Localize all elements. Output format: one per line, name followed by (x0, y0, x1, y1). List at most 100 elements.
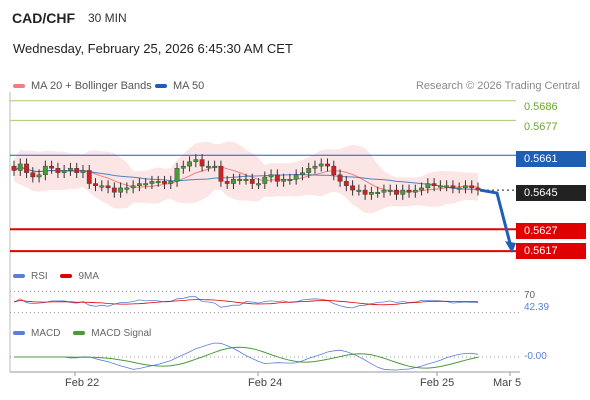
candle-body (400, 189, 406, 195)
candle-body (419, 187, 424, 191)
candle-body (61, 170, 67, 173)
candle-body (469, 185, 475, 189)
macd-legend-label: MACD (31, 328, 61, 339)
candle-body (155, 181, 161, 184)
candle-body (450, 185, 456, 189)
rsi-line (13, 296, 478, 309)
rsi-ma-legend-label: 9MA (78, 271, 100, 282)
candle-body (337, 174, 343, 182)
candle-body (331, 165, 337, 176)
level-label-0: 0.5686 (524, 101, 558, 113)
candle-body (425, 183, 431, 189)
ma50-swatch (155, 84, 167, 89)
rsi-legend-label: RSI (31, 271, 48, 282)
candle-body (218, 165, 224, 182)
candle-body (394, 189, 399, 195)
candle-body (30, 172, 36, 178)
macd-swatch (13, 331, 25, 336)
candle-body (412, 189, 418, 193)
candle-body (237, 178, 243, 181)
candle-body (463, 185, 468, 189)
candle-body (456, 187, 462, 190)
macd-signal-swatch (73, 331, 86, 336)
x-tick-0: Feb 22 (65, 377, 100, 389)
rsi-ma-line (13, 299, 479, 306)
candle-body (11, 165, 17, 171)
level-label-2: 0.5661 (516, 151, 586, 167)
candle-body (168, 181, 174, 184)
candle-body (243, 178, 249, 181)
candle-body (193, 159, 199, 162)
candle-body (387, 189, 393, 192)
rsi-current-value: 42.39 (524, 302, 550, 313)
candle-body (111, 187, 117, 193)
candle-body (105, 185, 111, 189)
candle-body (224, 181, 230, 184)
credit-label: Research © 2026 Trading Central (415, 80, 580, 92)
candle-body (325, 163, 330, 167)
candle-body (93, 183, 98, 186)
candle-body (475, 187, 481, 191)
candle-body (36, 174, 42, 178)
candle-body (287, 178, 293, 181)
level-label-4: 0.5627 (516, 223, 586, 239)
interval-label: 30 MIN (88, 11, 127, 25)
candle-body (137, 183, 142, 186)
rsi-swatch (13, 274, 25, 279)
candle-body (281, 178, 287, 182)
candle-body (356, 189, 362, 192)
legend-ma20-label: MA 20 + Bollinger Bands (31, 80, 152, 92)
rsi-level-70: 70 (524, 290, 536, 301)
candle-body (212, 165, 218, 168)
candle-body (130, 185, 136, 189)
candle-body (300, 172, 305, 176)
ma20-swatch (13, 84, 25, 89)
candle-body (187, 161, 192, 167)
forecast-arrow-line (479, 188, 513, 248)
level-label-3: 0.5645 (516, 185, 586, 201)
legend-ma50: MA 50 (155, 80, 204, 92)
level-label-5: 0.5617 (516, 243, 586, 259)
candle-body (86, 170, 92, 184)
macd-signal-line (14, 346, 479, 369)
candle-body (162, 181, 167, 184)
candle-body (312, 165, 318, 169)
candle-body (24, 163, 29, 173)
candle-body (437, 185, 443, 188)
candle-body (350, 185, 355, 191)
candle-body (362, 189, 368, 195)
datetime-label: Wednesday, February 25, 2026 6:45:30 AM … (13, 41, 293, 56)
candle-body (306, 168, 312, 173)
rsi-legend: RSI 9MA (13, 271, 99, 282)
candle-body (180, 165, 186, 169)
candle-body (231, 178, 236, 184)
rsi-ma-swatch (60, 274, 73, 279)
candle-body (74, 168, 80, 173)
candle-body (143, 183, 149, 186)
candle-body (17, 163, 23, 171)
candle-body (205, 165, 211, 168)
candle-body (318, 163, 324, 167)
candle-body (444, 185, 450, 188)
candle-body (68, 168, 73, 171)
candle-body (431, 183, 437, 186)
candle-body (174, 168, 180, 182)
candle-body (55, 168, 61, 173)
candle-body (406, 189, 412, 193)
level-label-1: 0.5677 (524, 121, 558, 133)
candle-body (381, 189, 387, 193)
candle-body (369, 192, 374, 195)
candle-body (293, 174, 299, 180)
candle-body (262, 176, 268, 184)
candle-body (343, 181, 349, 186)
symbol-title: CAD/CHF (12, 10, 75, 26)
candle-body (268, 174, 274, 178)
candle-body (42, 165, 48, 176)
candle-body (274, 174, 280, 182)
candle-body (249, 178, 255, 184)
candle-body (199, 159, 205, 167)
candle-body (149, 181, 155, 184)
candle-body (256, 183, 261, 186)
x-tick-2: Feb 25 (420, 377, 455, 389)
